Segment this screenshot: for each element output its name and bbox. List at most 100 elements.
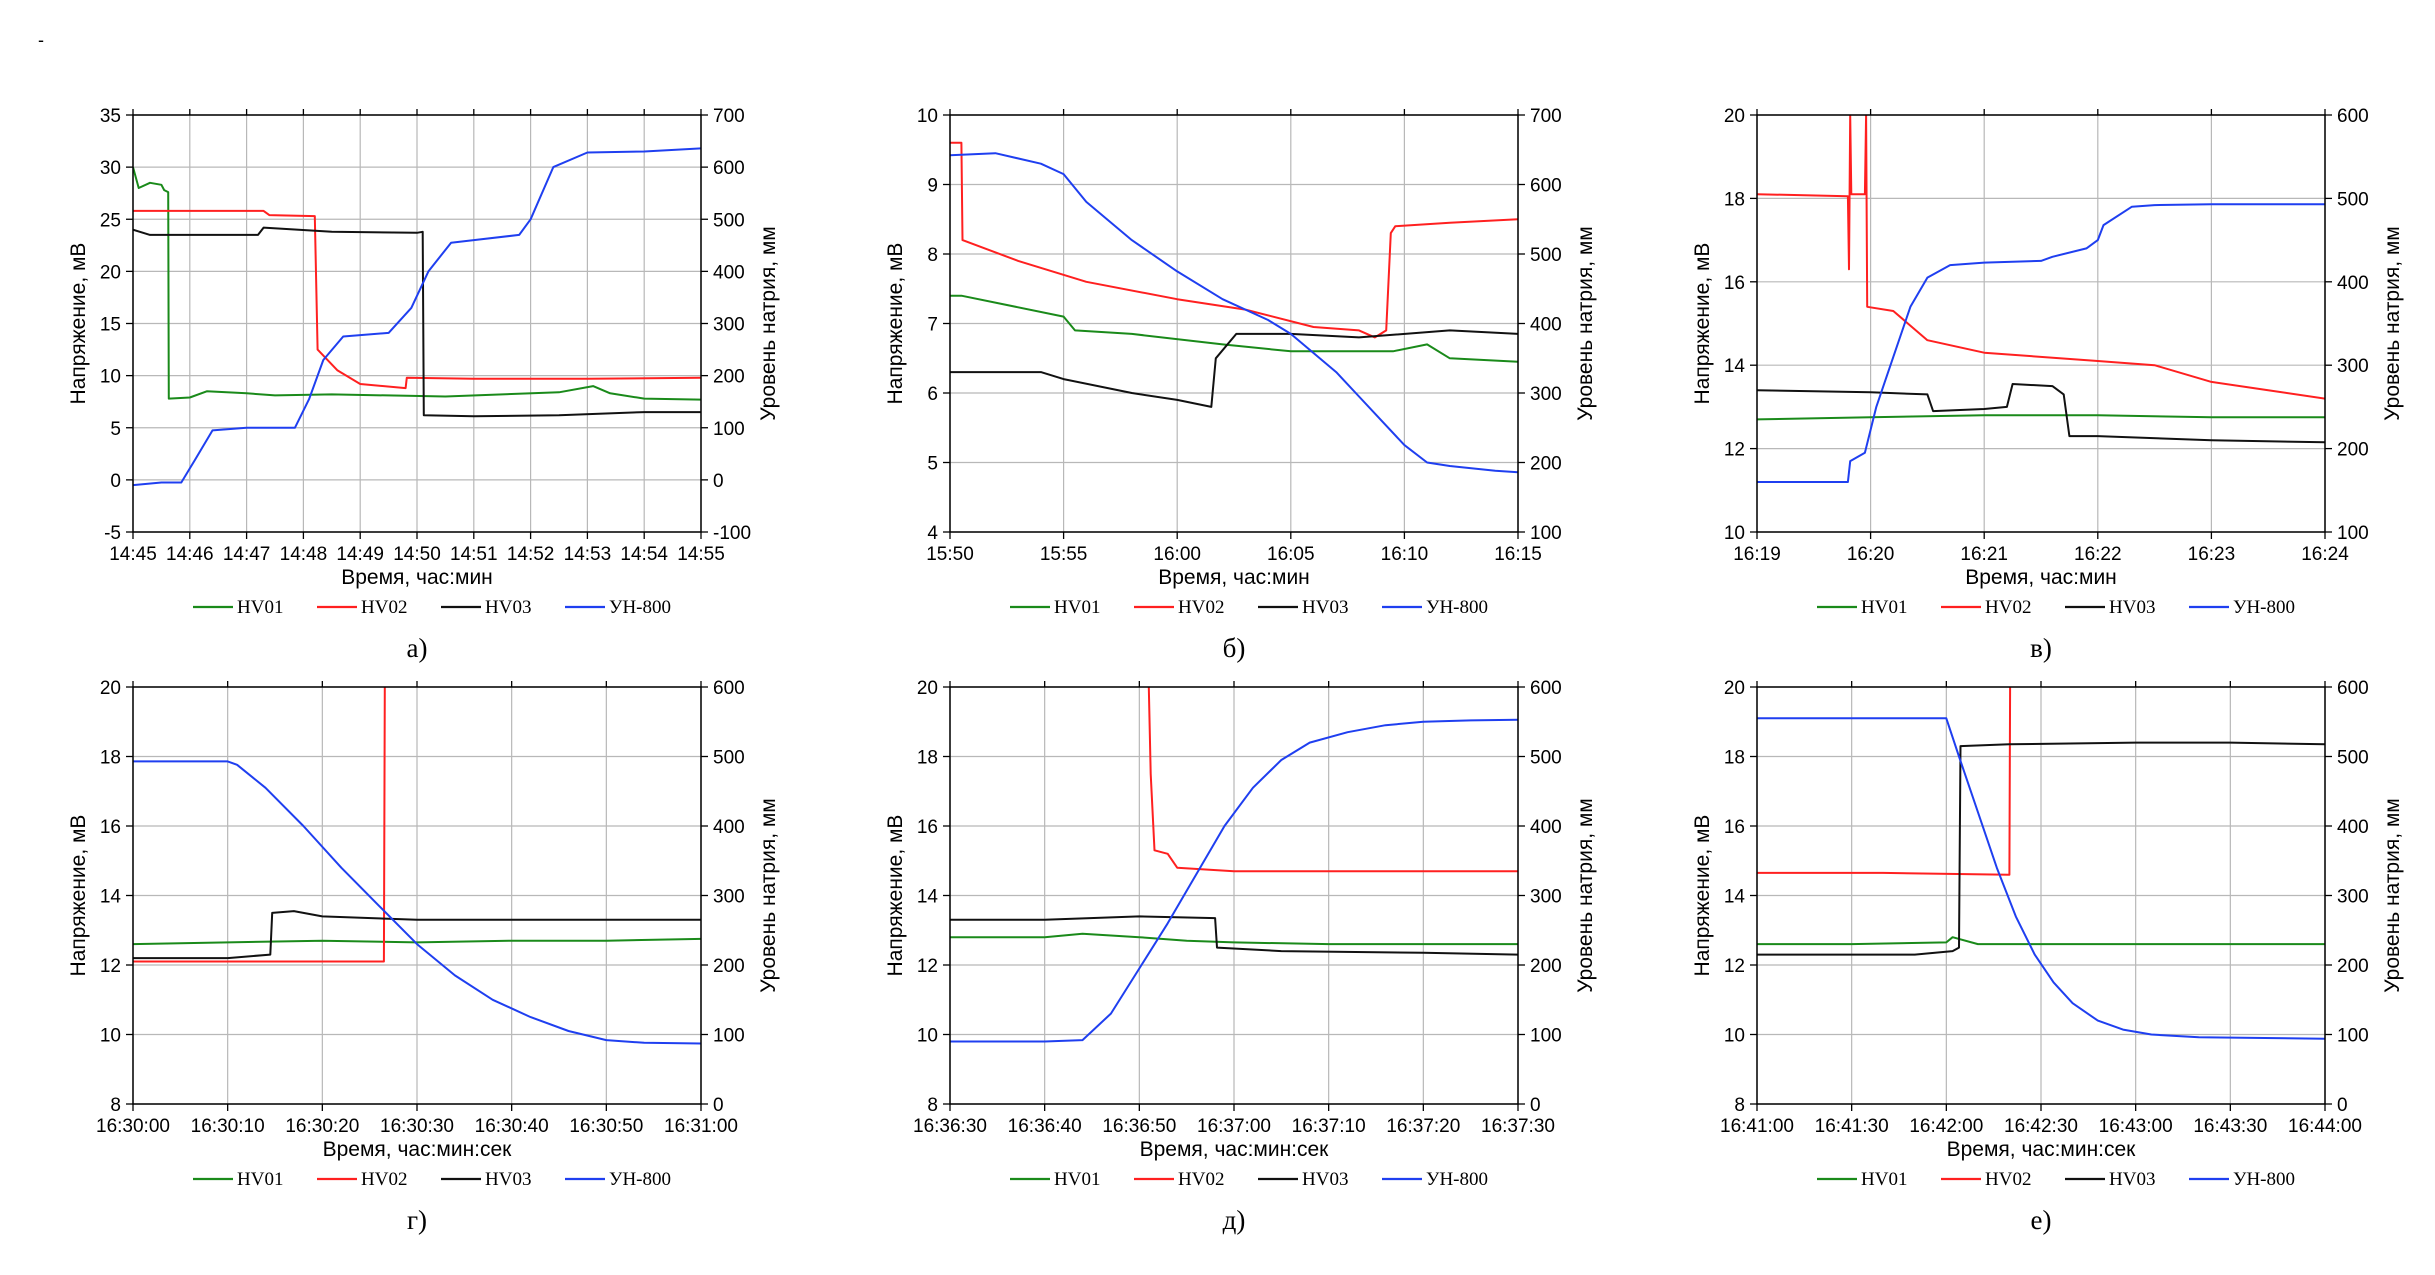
panel-label: б) <box>1223 633 1246 663</box>
legend-label: УН-800 <box>2233 597 2295 618</box>
x-tick-label: 16:30:10 <box>191 1116 265 1137</box>
x-axis-title: Время, час:мин <box>341 566 493 589</box>
y-tick-label: 16 <box>917 817 938 838</box>
series-line-hv01 <box>133 937 701 946</box>
y2-tick-label: 300 <box>1530 887 1562 908</box>
x-axis-title: Время, час:мин:сек <box>1947 1138 2137 1161</box>
panel-label: г) <box>407 1205 427 1235</box>
legend-label: HV03 <box>485 1169 531 1190</box>
x-tick-label: 16:10 <box>1381 544 1429 565</box>
x-tick-label: 16:30:50 <box>569 1116 643 1137</box>
series-line-ун-800 <box>950 152 1518 474</box>
x-axis-title: Время, час:мин:сек <box>1140 1138 1330 1161</box>
y2-tick-label: 0 <box>2337 1095 2348 1116</box>
x-tick-label: 14:55 <box>677 544 725 565</box>
y-tick-label: 8 <box>927 245 938 266</box>
y2-tick-label: 500 <box>2337 189 2369 210</box>
y2-tick-label: 200 <box>713 367 745 388</box>
y-tick-label: 12 <box>100 956 121 977</box>
x-tick-label: 16:41:00 <box>1720 1116 1794 1137</box>
panel-label: д) <box>1223 1205 1246 1235</box>
y-tick-label: 12 <box>1724 440 1745 461</box>
y2-tick-label: 600 <box>1530 678 1562 699</box>
y2-tick-label: 300 <box>2337 356 2369 377</box>
panel-label: е) <box>2031 1205 2052 1235</box>
y2-tick-label: 200 <box>2337 440 2369 461</box>
y-tick-label: 16 <box>100 817 121 838</box>
x-tick-label: 16:30:00 <box>96 1116 170 1137</box>
x-tick-label: 14:45 <box>109 544 157 565</box>
y-tick-label: 9 <box>927 176 938 197</box>
x-tick-label: 16:30:30 <box>380 1116 454 1137</box>
y-tick-label: 20 <box>1724 678 1745 699</box>
x-tick-label: 16:23 <box>2188 544 2236 565</box>
legend-label: УН-800 <box>609 597 671 618</box>
y-tick-label: 30 <box>100 158 121 179</box>
y-tick-label: 18 <box>100 748 121 769</box>
y-tick-label: 16 <box>1724 817 1745 838</box>
y-tick-label: 12 <box>917 956 938 977</box>
x-axis-title: Время, час:мин <box>1965 566 2117 589</box>
x-tick-label: 15:55 <box>1040 544 1088 565</box>
y2-tick-label: 400 <box>2337 817 2369 838</box>
y-axis-title: Напряжение, мВ <box>884 815 907 977</box>
x-tick-label: 14:50 <box>393 544 441 565</box>
x-tick-label: 16:43:00 <box>2099 1116 2173 1137</box>
chart-panel-6: 16:41:00 16:41:30 16:42:00 16:42:30 16:43:00… <box>1691 678 2404 1235</box>
legend-label: HV03 <box>1302 1169 1348 1190</box>
y-tick-label: 16 <box>1724 273 1745 294</box>
x-tick-label: 16:24 <box>2301 544 2349 565</box>
y-axis-title: Напряжение, мВ <box>1691 815 1714 977</box>
y2-axis-title: Уровень натрия, мм <box>757 798 780 993</box>
x-tick-label: 16:37:30 <box>1481 1116 1555 1137</box>
y-tick-label: 18 <box>917 748 938 769</box>
y2-tick-label: 600 <box>713 158 745 179</box>
series-line-hv01 <box>950 932 1518 946</box>
y-tick-label: -5 <box>104 523 121 544</box>
legend-label: HV03 <box>2109 597 2155 618</box>
panel-label: в) <box>2030 633 2052 663</box>
x-tick-label: 16:37:10 <box>1292 1116 1366 1137</box>
y2-tick-label: 100 <box>713 1026 745 1047</box>
y-axis-title: Напряжение, мВ <box>1691 243 1714 405</box>
y2-tick-label: 100 <box>713 419 745 440</box>
series-line-hv01 <box>950 294 1518 363</box>
y2-tick-label: 300 <box>2337 887 2369 908</box>
x-tick-label: 16:19 <box>1733 544 1781 565</box>
x-tick-label: 16:30:40 <box>475 1116 549 1137</box>
legend-label: HV02 <box>1985 1169 2031 1190</box>
y2-tick-label: 300 <box>713 315 745 336</box>
y2-tick-label: 300 <box>713 887 745 908</box>
legend-label: HV01 <box>237 1169 283 1190</box>
y-tick-label: 25 <box>100 210 121 231</box>
y-axis-title: Напряжение, мВ <box>67 815 90 977</box>
legend-label: HV02 <box>1985 597 2031 618</box>
y-axis-title: Напряжение, мВ <box>67 243 90 405</box>
legend-label: HV02 <box>361 597 407 618</box>
series-line-hv02 <box>1757 115 2325 400</box>
y2-tick-label: 400 <box>1530 817 1562 838</box>
legend-label: HV02 <box>1178 1169 1224 1190</box>
y2-tick-label: 100 <box>2337 1026 2369 1047</box>
panel-label: а) <box>407 633 428 663</box>
y-axis-title: Напряжение, мВ <box>884 243 907 405</box>
y-tick-label: 14 <box>917 887 939 908</box>
x-tick-label: 14:46 <box>166 544 214 565</box>
x-tick-label: 16:20 <box>1847 544 1895 565</box>
x-tick-label: 16:41:30 <box>1815 1116 1889 1137</box>
y-tick-label: 8 <box>1734 1095 1745 1116</box>
y-tick-label: 10 <box>1724 1026 1745 1047</box>
y-tick-label: 14 <box>100 887 122 908</box>
y2-tick-label: 100 <box>1530 523 1562 544</box>
x-tick-label: 16:42:00 <box>1909 1116 1983 1137</box>
legend-label: HV02 <box>361 1169 407 1190</box>
y-tick-label: 4 <box>927 523 938 544</box>
y2-axis-title: Уровень натрия, мм <box>1574 226 1597 421</box>
x-tick-label: 14:54 <box>620 544 668 565</box>
y2-tick-label: 200 <box>713 956 745 977</box>
y2-tick-label: 100 <box>2337 523 2369 544</box>
x-tick-label: 16:21 <box>1960 544 2008 565</box>
series-line-hv02 <box>133 687 386 963</box>
series-line-hv03 <box>1757 383 2325 444</box>
